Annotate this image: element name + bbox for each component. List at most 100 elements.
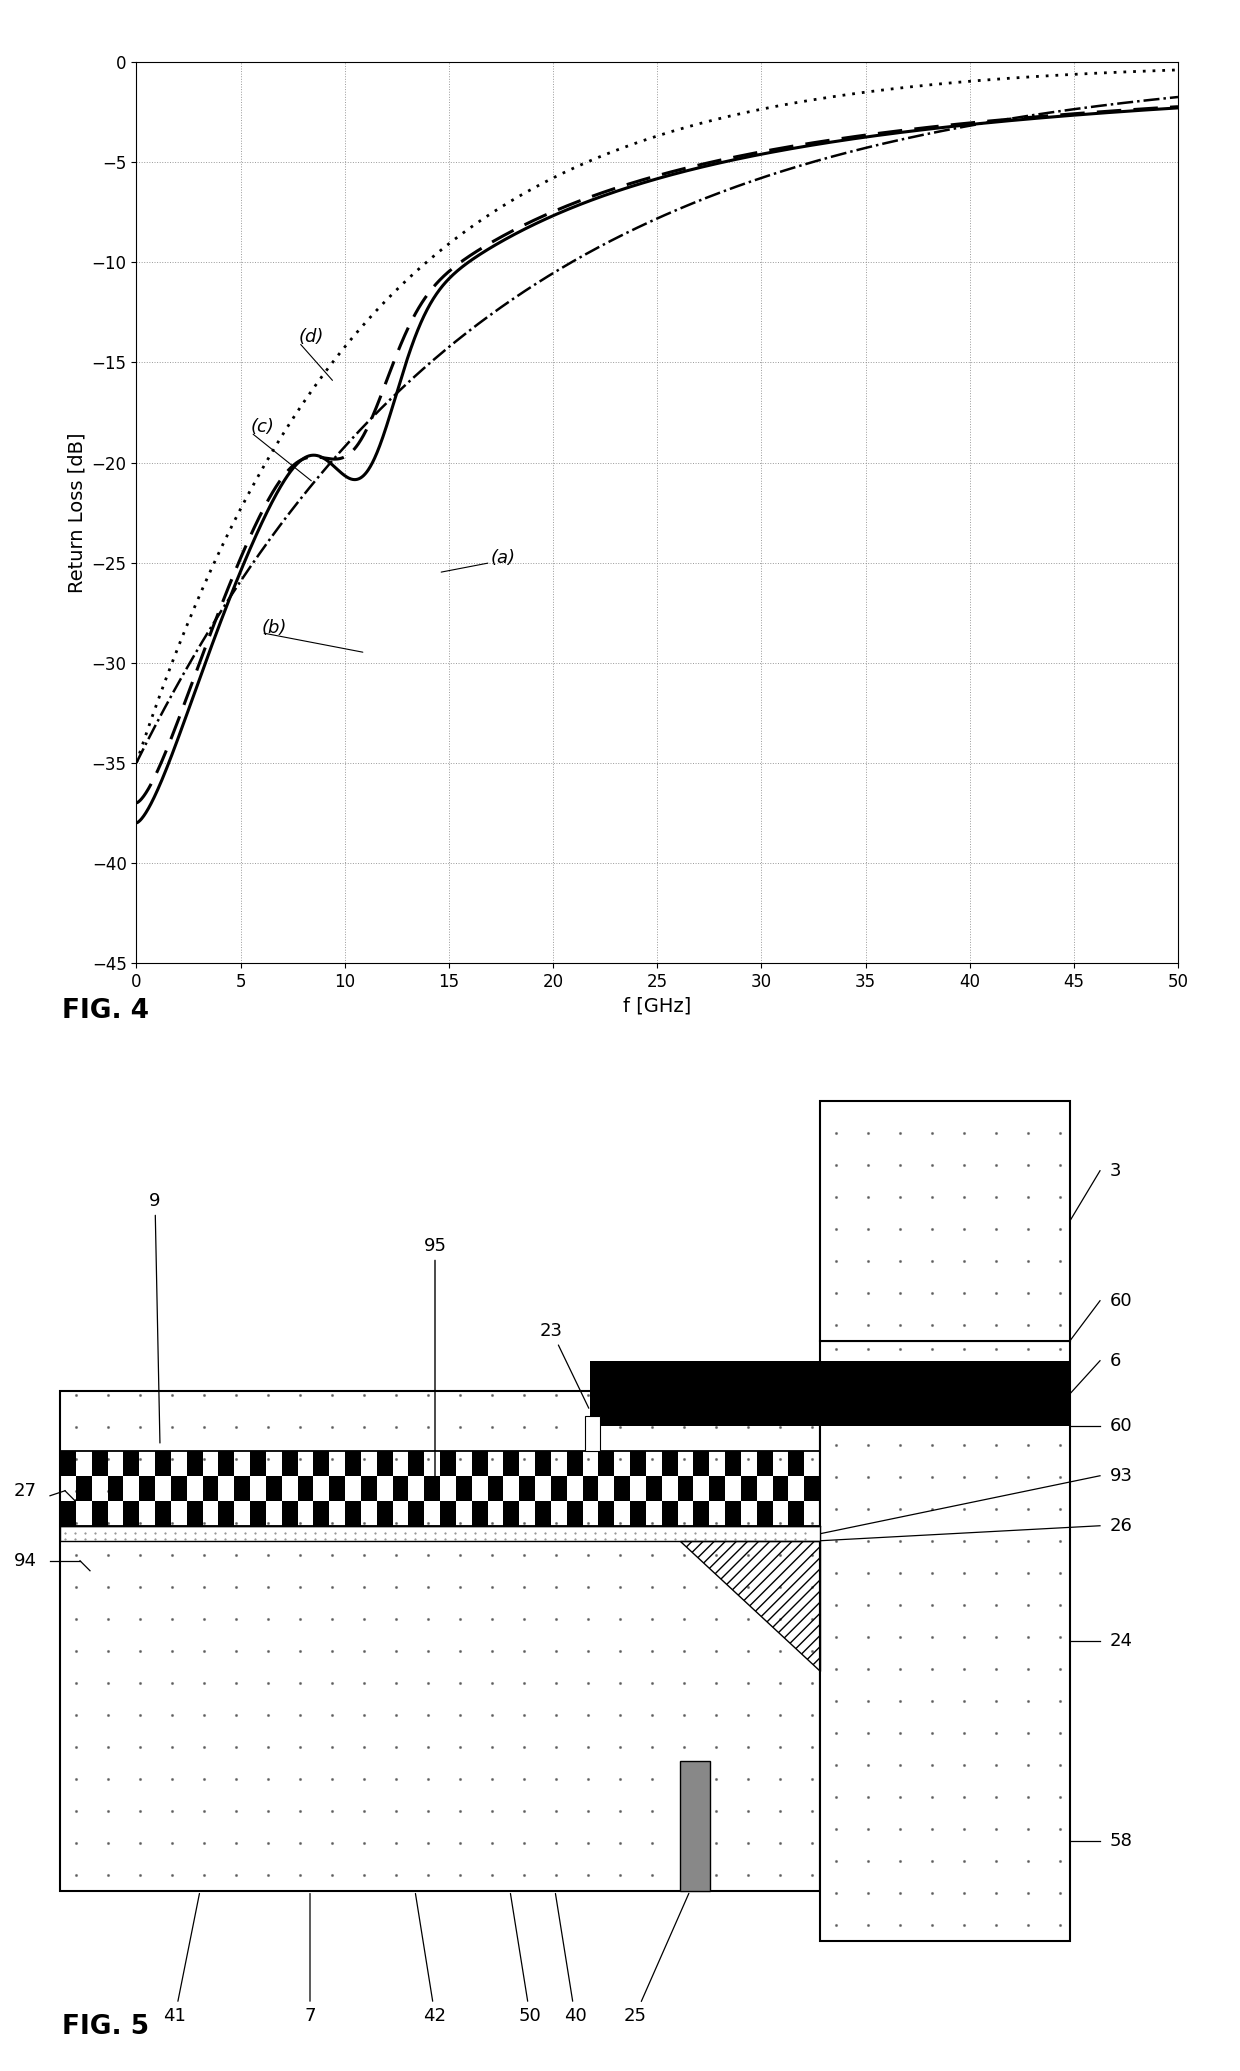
Bar — [471, 1452, 487, 1477]
Bar — [281, 1452, 298, 1477]
Text: 26: 26 — [1110, 1516, 1133, 1535]
Bar — [456, 1477, 471, 1501]
Bar — [155, 1501, 171, 1526]
Text: 25: 25 — [624, 1893, 689, 2025]
Bar — [805, 1477, 820, 1501]
Y-axis label: Return Loss [dB]: Return Loss [dB] — [67, 433, 86, 592]
Text: FIG. 4: FIG. 4 — [62, 998, 149, 1025]
Bar — [756, 1452, 773, 1477]
Bar — [60, 1526, 820, 1541]
Bar — [709, 1477, 725, 1501]
Bar — [614, 1477, 630, 1501]
Bar — [329, 1477, 345, 1501]
Bar — [424, 1477, 440, 1501]
Text: 24: 24 — [1110, 1632, 1133, 1651]
Bar — [583, 1477, 599, 1501]
Bar — [187, 1452, 202, 1477]
Bar — [218, 1452, 234, 1477]
Bar — [408, 1501, 424, 1526]
Bar — [630, 1501, 646, 1526]
Bar — [250, 1452, 265, 1477]
Bar — [590, 1361, 1070, 1425]
Text: 7: 7 — [304, 1893, 316, 2025]
Text: 3: 3 — [1110, 1162, 1121, 1180]
Bar — [599, 1452, 614, 1477]
Text: 23: 23 — [539, 1321, 589, 1408]
Text: (c): (c) — [250, 418, 275, 437]
Text: 9: 9 — [149, 1191, 161, 1443]
Bar — [471, 1501, 487, 1526]
Bar — [680, 1760, 711, 1891]
Bar — [139, 1477, 155, 1501]
Bar — [789, 1501, 805, 1526]
Text: 27: 27 — [14, 1481, 36, 1499]
Text: 95: 95 — [424, 1236, 446, 1487]
Bar — [503, 1452, 520, 1477]
Bar — [725, 1501, 740, 1526]
Bar — [630, 1452, 646, 1477]
Bar — [60, 1392, 820, 1891]
Bar — [693, 1452, 709, 1477]
Bar — [265, 1477, 281, 1501]
Bar — [155, 1452, 171, 1477]
Bar — [534, 1452, 551, 1477]
Bar — [123, 1501, 139, 1526]
Bar — [662, 1501, 677, 1526]
Text: 58: 58 — [1110, 1831, 1133, 1849]
Bar — [345, 1501, 361, 1526]
Bar — [281, 1501, 298, 1526]
Bar — [202, 1477, 218, 1501]
Bar — [440, 1501, 456, 1526]
Bar — [820, 1102, 1070, 1340]
Bar — [92, 1452, 108, 1477]
Bar — [725, 1452, 740, 1477]
Bar — [567, 1452, 583, 1477]
Bar — [377, 1452, 393, 1477]
Bar — [345, 1452, 361, 1477]
Text: FIG. 5: FIG. 5 — [62, 2013, 149, 2040]
Text: (a): (a) — [491, 549, 516, 567]
Bar — [789, 1452, 805, 1477]
Bar — [187, 1501, 202, 1526]
Bar — [820, 1340, 1070, 1941]
Text: (d): (d) — [299, 329, 325, 346]
Bar — [60, 1452, 76, 1477]
Bar — [693, 1501, 709, 1526]
Bar — [662, 1452, 677, 1477]
Bar — [60, 1452, 820, 1526]
Bar — [520, 1477, 534, 1501]
Bar — [108, 1477, 123, 1501]
Bar — [92, 1501, 108, 1526]
Bar — [567, 1501, 583, 1526]
Bar — [377, 1501, 393, 1526]
Bar — [314, 1501, 329, 1526]
Bar — [534, 1501, 551, 1526]
Bar — [250, 1501, 265, 1526]
Text: 41: 41 — [164, 1893, 200, 2025]
Text: (b): (b) — [262, 619, 286, 636]
Bar — [298, 1477, 314, 1501]
Bar — [677, 1477, 693, 1501]
Bar — [393, 1477, 408, 1501]
Bar — [585, 1417, 600, 1452]
Bar — [218, 1501, 234, 1526]
Bar — [76, 1477, 92, 1501]
Bar — [361, 1477, 377, 1501]
Bar — [773, 1477, 789, 1501]
Bar — [756, 1501, 773, 1526]
Bar — [408, 1452, 424, 1477]
Text: 6: 6 — [1110, 1352, 1121, 1369]
Text: 60: 60 — [1110, 1417, 1132, 1435]
Bar — [599, 1501, 614, 1526]
Text: 42: 42 — [415, 1893, 446, 2025]
Bar — [551, 1477, 567, 1501]
X-axis label: f [GHz]: f [GHz] — [622, 996, 692, 1015]
Text: 50: 50 — [511, 1893, 542, 2025]
Bar — [646, 1477, 662, 1501]
Bar — [60, 1501, 76, 1526]
Text: 60: 60 — [1110, 1292, 1132, 1309]
Bar — [440, 1452, 456, 1477]
Bar — [487, 1477, 503, 1501]
Bar — [171, 1477, 187, 1501]
Bar — [234, 1477, 250, 1501]
